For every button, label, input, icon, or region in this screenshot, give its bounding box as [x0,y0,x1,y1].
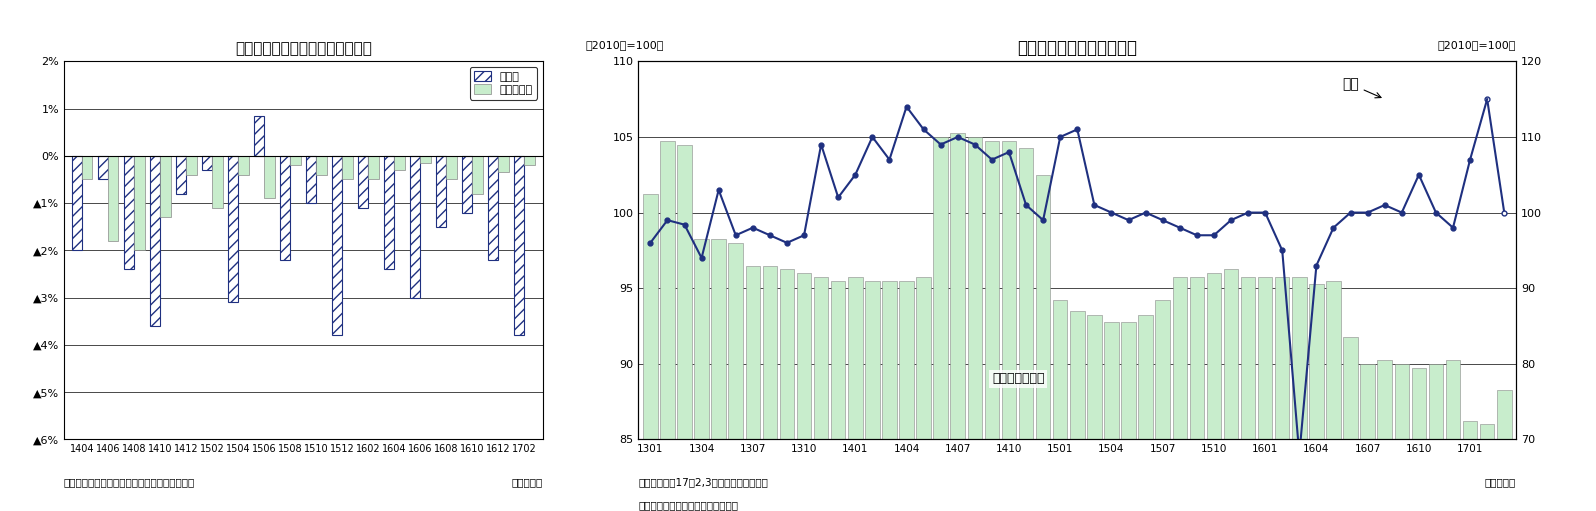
Bar [109,156,118,241]
Bar [1446,360,1460,439]
Bar [1018,148,1033,439]
Bar [134,156,145,250]
Bar [369,156,378,179]
Bar [745,266,760,439]
Bar [832,281,846,439]
Bar [488,156,498,260]
Bar [254,115,265,156]
Bar [472,156,484,194]
Bar [498,156,509,172]
Bar [72,156,81,250]
Bar [967,137,982,439]
Text: （年・月）: （年・月） [511,477,543,487]
Bar [160,156,171,217]
Text: （注）生産の17年2,3月は予測指数で延長: （注）生産の17年2,3月は予測指数で延長 [638,477,768,487]
Bar [1104,322,1119,439]
Bar [290,156,300,166]
Bar [358,156,369,208]
Bar [1275,277,1290,439]
Bar [187,156,196,175]
Bar [447,156,456,179]
Bar [883,281,897,439]
Bar [385,156,394,269]
Bar [265,156,275,198]
Bar [150,156,160,326]
Bar [796,273,811,439]
Bar [1360,364,1374,439]
Bar [1207,273,1221,439]
Text: 生産: 生産 [1342,77,1381,98]
Bar [780,269,795,439]
Text: （資料）経済産業省「鉱工業指数」: （資料）経済産業省「鉱工業指数」 [638,500,739,510]
Bar [420,156,431,163]
Bar [1002,141,1017,439]
Legend: 実現率, 予測修正率: 実現率, 予測修正率 [469,67,538,100]
Bar [81,156,93,179]
Bar [951,133,966,439]
Bar [1122,322,1136,439]
Bar [394,156,405,170]
Bar [1326,281,1341,439]
Bar [643,194,658,439]
Bar [1069,311,1085,439]
Bar [1344,337,1358,439]
Bar [1497,390,1511,439]
Bar [279,156,290,260]
Bar [1377,360,1392,439]
Bar [1240,277,1256,439]
Bar [461,156,472,213]
Bar [1395,364,1409,439]
Text: （2010年=100）: （2010年=100） [1438,40,1516,50]
Bar [316,156,327,175]
Bar [712,239,726,439]
Bar [677,145,691,439]
Bar [306,156,316,203]
Bar [814,277,828,439]
Bar [228,156,238,303]
Bar [1173,277,1187,439]
Bar [1087,315,1101,439]
Bar [728,243,744,439]
Bar [436,156,447,227]
Bar [1138,315,1152,439]
Bar [525,156,535,166]
Text: 在庫（右目盛）: 在庫（右目盛） [991,373,1044,385]
Bar [514,156,525,335]
Bar [916,277,930,439]
Bar [1464,421,1478,439]
Bar [410,156,420,297]
Bar [899,281,915,439]
Bar [1224,269,1238,439]
Bar [661,141,675,439]
Bar [1309,285,1323,439]
Bar [1479,424,1494,439]
Bar [238,156,249,175]
Bar [763,266,777,439]
Bar [332,156,342,335]
Bar [124,156,134,269]
Bar [342,156,353,179]
Title: 最近の実現率、予測修正率の推移: 最近の実現率、予測修正率の推移 [235,41,372,56]
Text: （年・月）: （年・月） [1484,477,1516,487]
Bar [1428,364,1443,439]
Bar [1189,277,1203,439]
Bar [934,137,948,439]
Bar [212,156,222,208]
Bar [1293,277,1307,439]
Bar [1411,367,1427,439]
Text: （資料）経済産業省「製造工業生産予測指数」: （資料）経済産業省「製造工業生産予測指数」 [64,477,195,487]
Bar [1036,175,1050,439]
Bar [847,277,862,439]
Bar [694,239,709,439]
Bar [865,281,879,439]
Bar [97,156,109,179]
Bar [1156,299,1170,439]
Bar [1053,299,1068,439]
Title: 輸送機械の生産、在庫動向: 輸送機械の生産、在庫動向 [1017,39,1138,57]
Bar [985,141,999,439]
Bar [176,156,187,194]
Text: （2010年=100）: （2010年=100） [586,40,664,50]
Bar [1258,277,1272,439]
Bar [201,156,212,170]
